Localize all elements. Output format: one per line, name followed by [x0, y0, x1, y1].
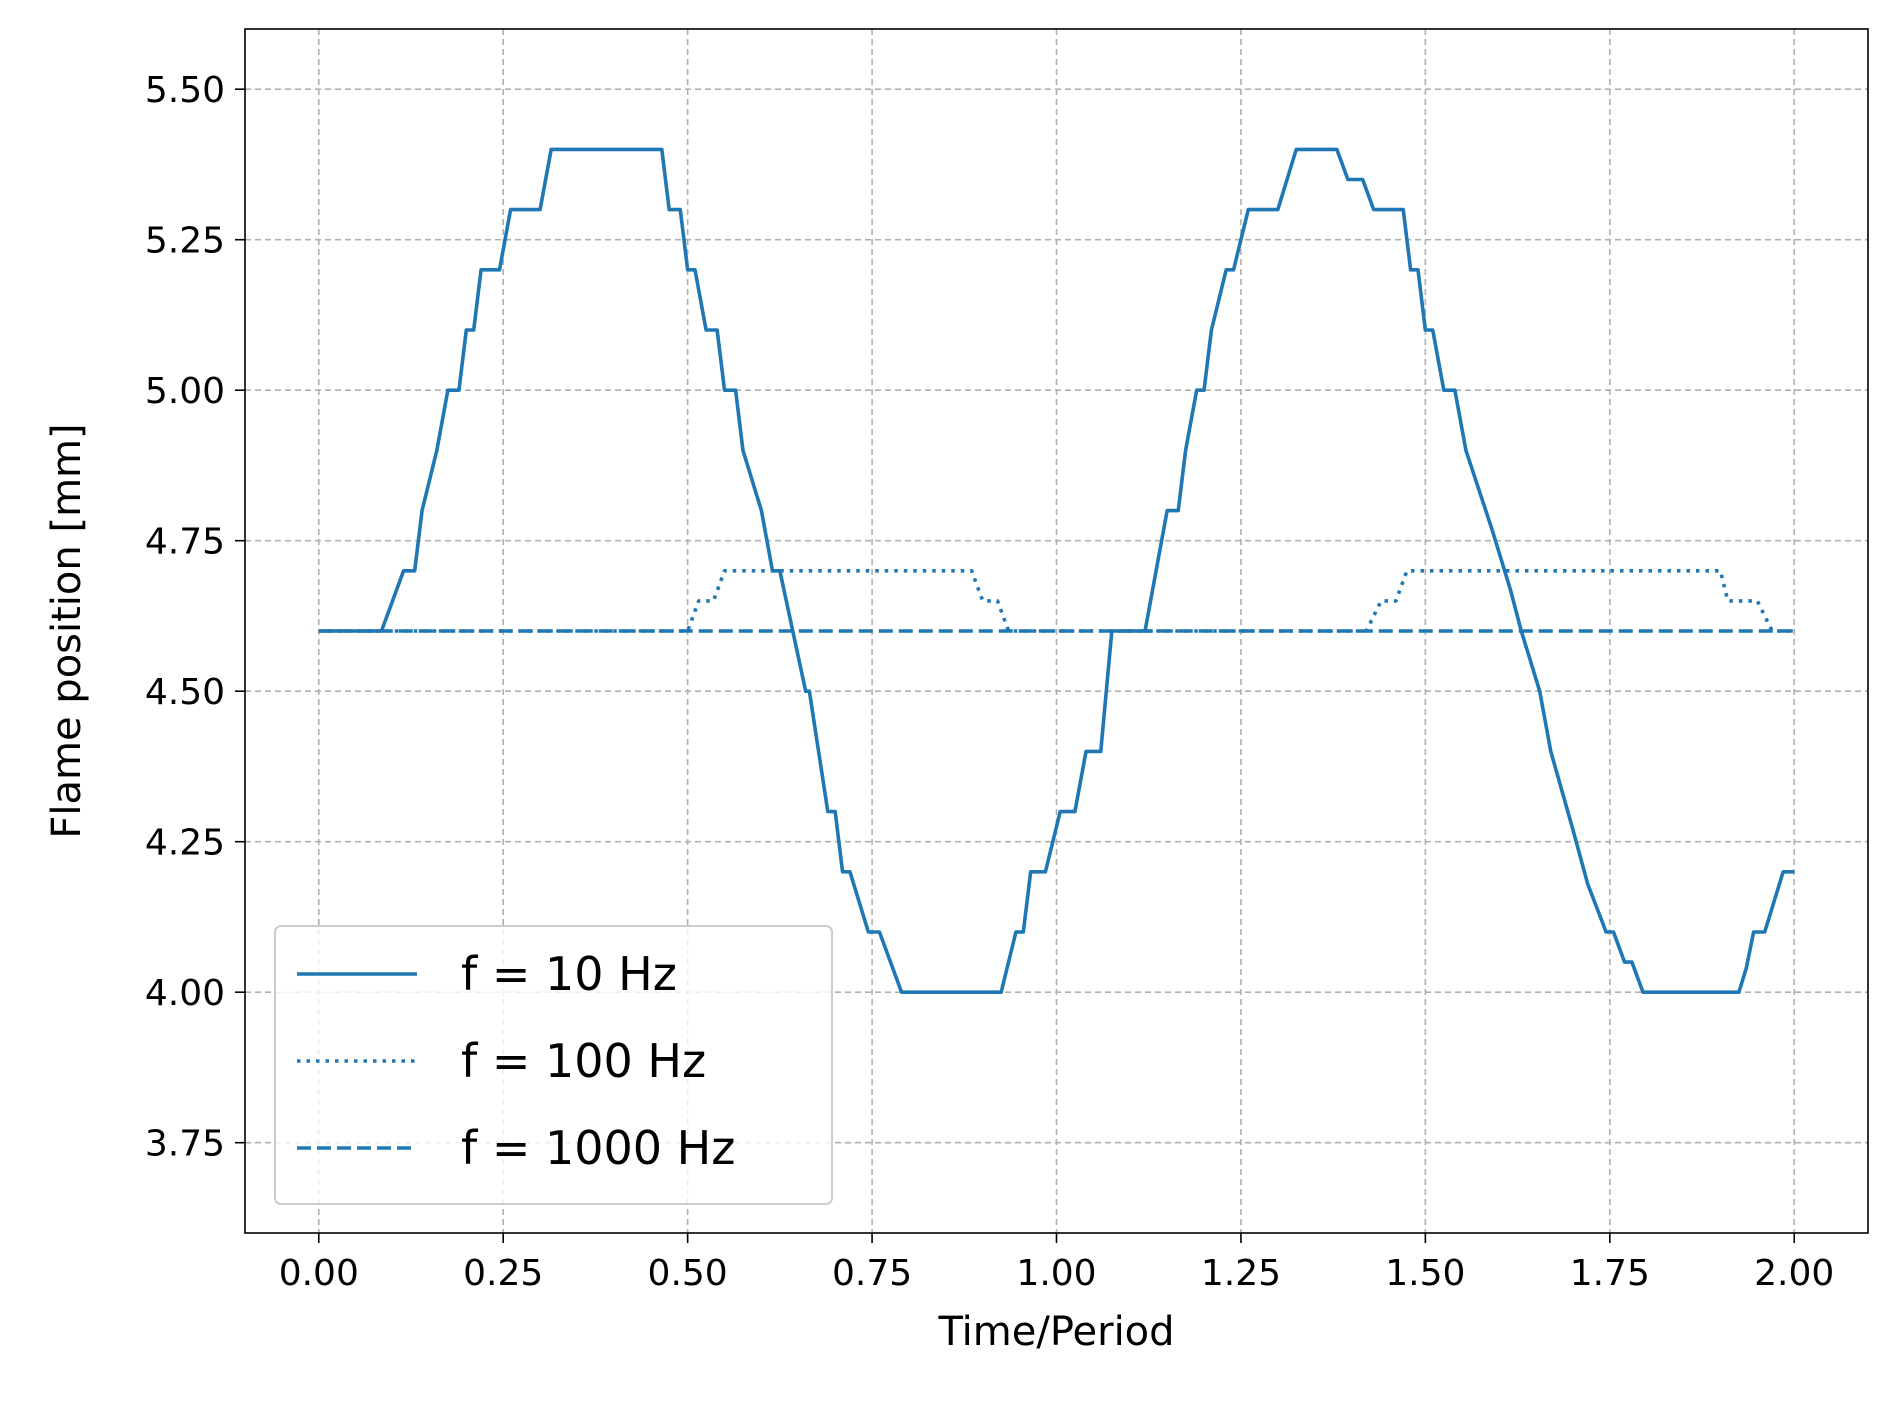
- x-tick-label: 1.75: [1570, 1253, 1650, 1294]
- y-axis-ticks: 3.75 4.00 4.25 4.50 4.75 5.00 5.25 5.50: [145, 70, 245, 1165]
- x-tick-label: 1.00: [1016, 1253, 1096, 1294]
- x-tick-label: 0.50: [648, 1253, 728, 1294]
- series-line-1: [318, 147, 1795, 994]
- x-tick-label: 0.25: [463, 1253, 543, 1294]
- y-tick-label: 4.75: [145, 522, 225, 563]
- x-tick-label: 0.00: [279, 1253, 359, 1294]
- legend-label-2: f = 100 Hz: [461, 1034, 706, 1088]
- y-tick-label: 4.25: [145, 823, 225, 864]
- legend-label-1: f = 10 Hz: [461, 947, 677, 1001]
- x-tick-label: 1.25: [1201, 1253, 1281, 1294]
- x-tick-label: 0.75: [832, 1253, 912, 1294]
- legend-label-3: f = 1000 Hz: [461, 1121, 735, 1175]
- x-axis-label: Time/Period: [937, 1309, 1174, 1355]
- y-tick-label: 5.25: [145, 221, 225, 262]
- x-tick-label: 2.00: [1754, 1253, 1834, 1294]
- legend-box: [274, 925, 833, 1205]
- y-axis-label: Flame position [mm]: [44, 423, 90, 838]
- y-tick-label: 5.00: [145, 371, 225, 412]
- y-tick-label: 4.50: [145, 672, 225, 713]
- y-tick-label: 5.50: [145, 70, 225, 111]
- plot-series: [318, 147, 1795, 994]
- y-tick-label: 3.75: [145, 1124, 225, 1165]
- x-tick-label: 1.50: [1385, 1253, 1465, 1294]
- y-tick-label: 4.00: [145, 973, 225, 1014]
- legend: f = 10 Hz f = 100 Hz f = 1000 Hz: [274, 925, 833, 1205]
- x-axis-ticks: 0.00 0.25 0.50 0.75 1.00 1.25 1.50 1.75 2.00: [279, 1233, 1834, 1294]
